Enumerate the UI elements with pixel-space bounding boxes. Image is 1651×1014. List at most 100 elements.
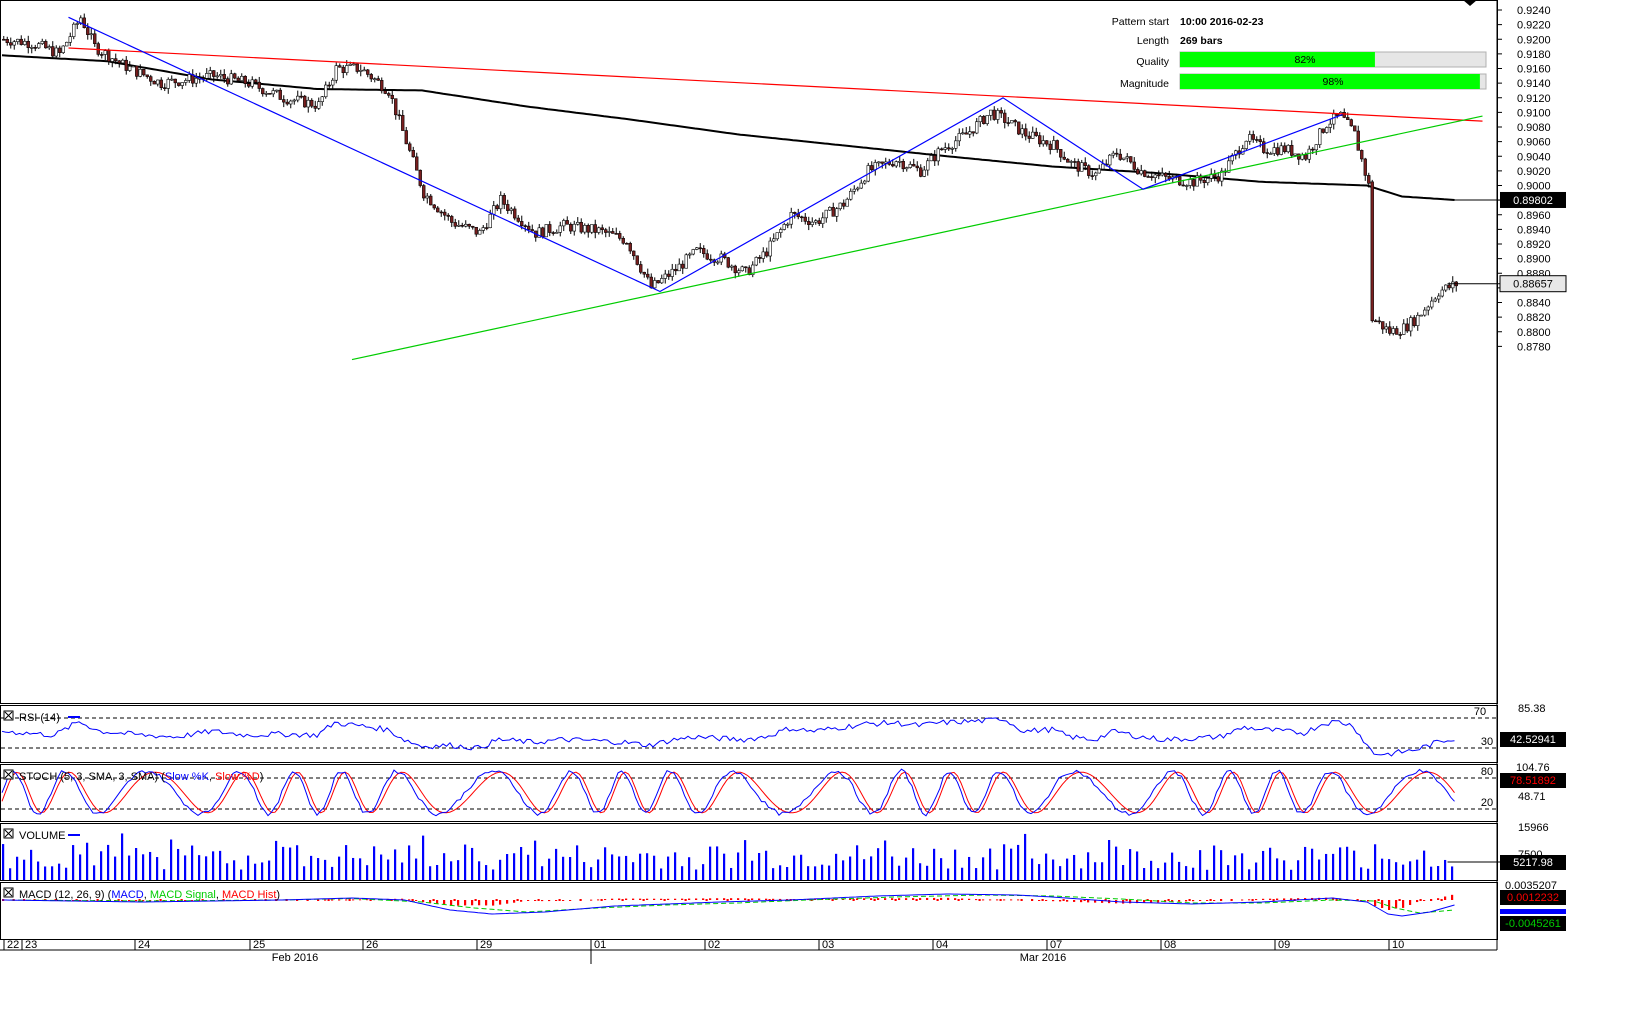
candle [443, 209, 447, 221]
candle [1020, 124, 1024, 139]
volume-bar [863, 859, 866, 880]
candle [894, 160, 898, 168]
candle [1069, 159, 1073, 168]
candle [376, 75, 380, 81]
candle [1321, 128, 1325, 134]
candle [1013, 119, 1017, 127]
candle [1097, 164, 1101, 174]
candle [576, 217, 580, 226]
rsi-scale-label: 85.38 [1518, 703, 1546, 715]
candle [26, 35, 30, 54]
volume-bar [30, 849, 33, 880]
volume-bar [1430, 866, 1433, 880]
candle [418, 169, 422, 188]
pattern-start-value: 10:00 2016-02-23 [1180, 16, 1264, 28]
rsi-level-70-label: 70 [1474, 706, 1486, 718]
volume-bar [1143, 868, 1146, 880]
macd-hist-bar [1332, 897, 1335, 900]
volume-bar [1157, 868, 1160, 880]
macd-hist-bar [604, 899, 607, 901]
macd-hist-bar [527, 900, 530, 901]
candle [1115, 148, 1119, 158]
candle [460, 222, 464, 228]
candle [250, 76, 254, 89]
macd-hist-bar [1374, 900, 1377, 906]
macd-hist-bar [138, 899, 141, 901]
volume-bar [149, 851, 152, 880]
candle [103, 49, 107, 61]
volume-bar [429, 866, 432, 880]
volume-bar [1136, 851, 1139, 880]
day-label: 03 [822, 939, 834, 951]
rsi-pane-frame [0, 705, 1498, 763]
quality-value: 82% [1294, 54, 1315, 66]
candle [1290, 140, 1294, 158]
volume-bar [933, 848, 936, 880]
candle [996, 108, 1000, 124]
candle [446, 213, 450, 221]
candle [1227, 155, 1231, 173]
candle [782, 222, 786, 231]
price-tick-label: 0.9200 [1517, 34, 1551, 46]
candle [786, 222, 790, 229]
candle [394, 98, 398, 120]
macd-hist-bar [695, 898, 698, 900]
volume-bar [1374, 844, 1377, 880]
price-pane-frame [0, 0, 1498, 704]
macd-hist-bar [621, 899, 624, 901]
volume-bar [268, 860, 271, 880]
candle [1286, 144, 1290, 154]
collapse-arrow-icon[interactable] [1463, 0, 1477, 6]
candle [1412, 315, 1416, 328]
candle [929, 152, 933, 162]
candle [1409, 315, 1413, 337]
candle [33, 44, 37, 52]
volume-bar [1276, 858, 1279, 880]
volume-bar [1073, 854, 1076, 880]
macd-hist-bar [1031, 899, 1034, 901]
volume-bar [1227, 865, 1230, 880]
candle [880, 161, 884, 169]
macd-hist-bar [870, 898, 873, 900]
volume-bar [16, 856, 19, 880]
candle [233, 72, 237, 80]
volume-bar [905, 857, 908, 880]
candle [1003, 109, 1007, 129]
candle [47, 44, 51, 50]
macd-hist-bar [86, 900, 89, 901]
volume-bar [1241, 853, 1244, 880]
macd-hist-bar [632, 898, 635, 900]
macd-hist-bar [597, 899, 600, 901]
candle [842, 199, 846, 210]
macd-hist-bar [1241, 899, 1244, 901]
macd-hist-bar [1059, 900, 1062, 902]
candle [502, 193, 506, 210]
volume-bar [499, 859, 502, 880]
macd-hist-bar [1398, 899, 1401, 901]
candle [1395, 325, 1399, 335]
macd-hist-bar [1276, 898, 1279, 900]
volume-bar [394, 849, 397, 880]
candle [845, 197, 849, 207]
volume-bar [849, 856, 852, 880]
macd-hist-bar [915, 899, 918, 901]
macd-hist-bar [1143, 900, 1146, 903]
macd-hist-bar [369, 899, 372, 901]
candle [947, 143, 951, 152]
volume-bar [800, 854, 803, 880]
candle [1192, 178, 1196, 191]
volume-bar [478, 861, 481, 880]
volume-bar [65, 867, 68, 880]
macd-line [2, 893, 1455, 917]
macd-hist-bar [709, 898, 712, 900]
volume-bar [513, 853, 516, 880]
volume-bar [205, 856, 208, 880]
candle [1318, 127, 1322, 149]
macd-hist-bar [1283, 898, 1286, 900]
candle [964, 127, 968, 135]
macd-hist-bar [1248, 899, 1251, 901]
volume-bar [618, 856, 621, 880]
volume-bar [772, 868, 775, 880]
candle [156, 79, 160, 87]
time-axis: 22 23 24 25 26 29 01 02 03 04 07 08 09 10 Feb 2016 Mar … [0, 0, 1498, 964]
